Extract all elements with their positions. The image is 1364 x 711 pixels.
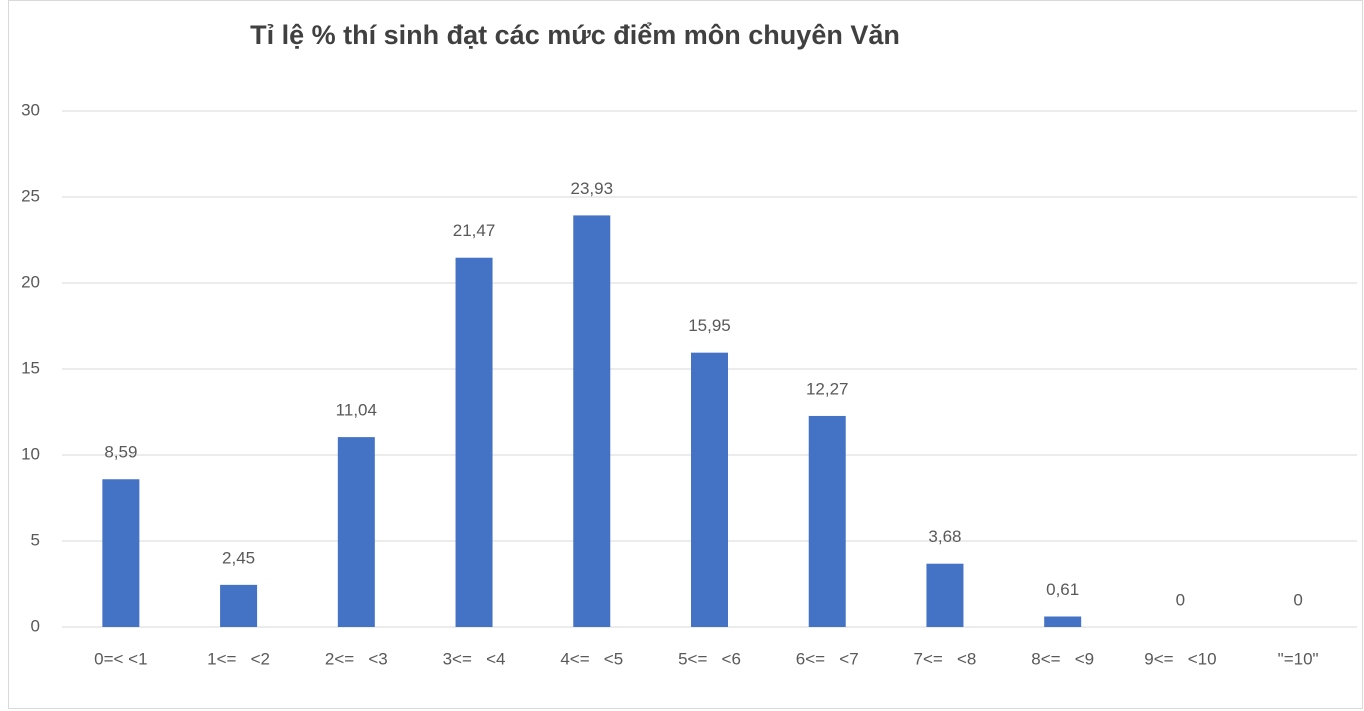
bar [573, 215, 611, 628]
y-tick-label: 25 [21, 186, 40, 205]
bar [220, 584, 258, 627]
x-tick-label: 5<= <6 [678, 649, 741, 668]
x-tick-label: 9<= <10 [1144, 649, 1216, 668]
data-label: 2,45 [222, 548, 255, 567]
y-tick-label: 5 [31, 530, 40, 549]
data-label: 8,59 [104, 443, 137, 462]
x-tick-label: 1<= <2 [207, 649, 270, 668]
bar [102, 479, 140, 627]
y-tick-label: 20 [21, 272, 40, 291]
bar [337, 437, 375, 627]
x-tick-label: 7<= <8 [914, 649, 977, 668]
data-label: 12,27 [806, 379, 849, 398]
y-tick-label: 30 [21, 100, 40, 119]
data-label: 0,61 [1046, 580, 1079, 599]
chart-border [8, 0, 1363, 709]
x-tick-label: 0=< <1 [94, 649, 147, 668]
x-tick-label: 3<= <4 [443, 649, 506, 668]
data-label: 0 [1293, 590, 1302, 609]
x-tick-label: "=10" [1278, 649, 1319, 668]
x-tick-label: 6<= <7 [796, 649, 859, 668]
y-tick-label: 10 [21, 444, 40, 463]
y-tick-label: 0 [31, 616, 40, 635]
chart-title: Tỉ lệ % thí sinh đạt các mức điểm môn ch… [250, 20, 900, 50]
data-label: 0 [1176, 590, 1185, 609]
bar [691, 352, 728, 627]
y-tick-label: 15 [21, 358, 40, 377]
x-tick-label: 2<= <3 [325, 649, 388, 668]
data-label: 15,95 [688, 316, 731, 335]
bar [1044, 616, 1082, 627]
bar [455, 257, 493, 627]
data-label: 23,93 [570, 179, 613, 198]
x-tick-label: 4<= <5 [560, 649, 623, 668]
bar [808, 415, 846, 627]
x-tick-label: 8<= <9 [1031, 649, 1094, 668]
data-label: 3,68 [928, 527, 961, 546]
data-label: 11,04 [336, 401, 377, 420]
data-label: 21,47 [453, 221, 496, 240]
bar [926, 563, 964, 627]
